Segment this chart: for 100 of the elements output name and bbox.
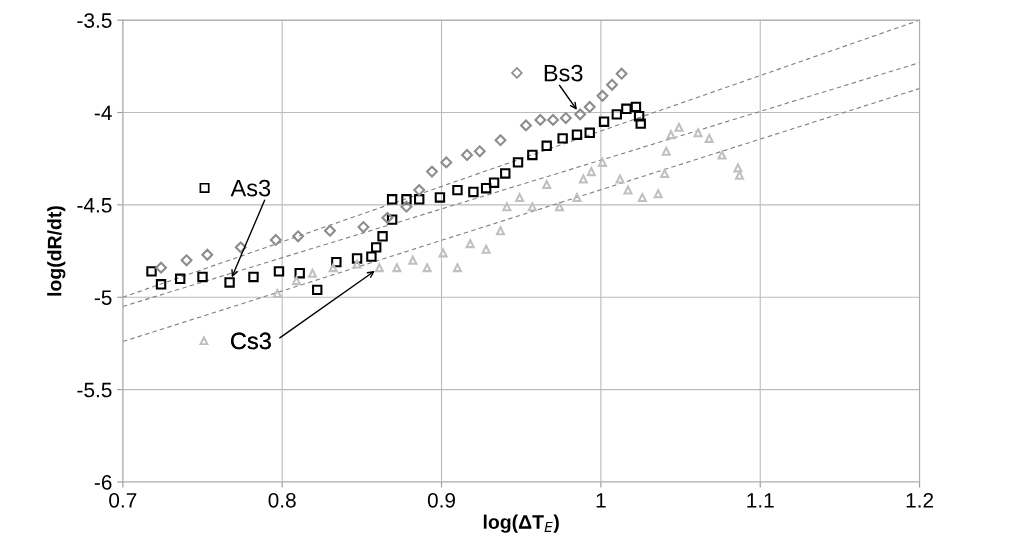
point <box>422 263 432 273</box>
point <box>559 112 572 124</box>
point <box>438 248 448 258</box>
point <box>408 255 418 265</box>
point <box>366 251 377 262</box>
point <box>386 194 398 205</box>
point <box>440 156 453 169</box>
point <box>386 214 398 225</box>
point <box>401 194 412 205</box>
point <box>434 192 446 203</box>
point <box>704 133 714 143</box>
point <box>584 127 595 139</box>
legend-label: As3 <box>230 179 271 197</box>
point <box>547 113 560 126</box>
point <box>377 231 388 242</box>
point <box>413 184 426 197</box>
point <box>606 78 618 91</box>
point <box>597 157 607 167</box>
point <box>596 89 609 102</box>
point <box>357 221 370 233</box>
point <box>621 103 632 115</box>
point <box>481 244 491 254</box>
point <box>494 134 507 147</box>
point <box>292 230 305 243</box>
legend-label: Cs3 <box>231 332 271 350</box>
point <box>197 271 208 283</box>
point <box>574 108 587 121</box>
point <box>381 211 394 224</box>
point <box>146 266 157 277</box>
point <box>735 170 745 180</box>
legend-label: Bs3 <box>544 64 583 82</box>
y-tick-label: -4.5 <box>77 198 112 213</box>
point <box>461 149 473 161</box>
point <box>693 128 703 138</box>
point <box>468 186 479 198</box>
point <box>273 266 285 277</box>
point <box>224 277 235 288</box>
point <box>351 253 363 264</box>
point <box>572 192 582 202</box>
point <box>653 189 663 199</box>
point <box>527 149 538 161</box>
x-tick-label: 0.7 <box>109 492 137 508</box>
point <box>583 101 596 113</box>
point <box>307 268 317 278</box>
point <box>660 168 670 178</box>
point <box>515 192 525 202</box>
point <box>201 248 214 261</box>
point <box>666 130 676 140</box>
x-axis-title: log(ΔT$_{E}$) <box>483 514 559 533</box>
point <box>633 110 645 122</box>
point <box>352 259 362 269</box>
point <box>554 202 564 212</box>
point <box>414 194 425 205</box>
x-tick-label: 0.9 <box>427 492 456 508</box>
point <box>174 273 186 284</box>
point <box>500 168 511 179</box>
point <box>312 284 323 296</box>
point <box>586 167 596 177</box>
point <box>452 263 462 273</box>
point <box>733 163 743 173</box>
point <box>527 202 537 212</box>
point <box>557 133 568 144</box>
point <box>674 122 684 132</box>
point <box>512 157 524 168</box>
x-tick-label: 0.8 <box>268 492 296 508</box>
point <box>331 256 342 268</box>
point <box>374 263 384 273</box>
y-tick-label: -5.5 <box>77 382 112 398</box>
point <box>630 101 642 113</box>
y-axis-title: log(dR/dt) <box>47 206 66 296</box>
point <box>392 263 402 273</box>
point <box>635 118 646 129</box>
point <box>611 109 623 120</box>
point <box>502 202 512 212</box>
y-tick-label: -6 <box>94 474 112 490</box>
point <box>370 242 382 253</box>
point <box>615 67 628 80</box>
point <box>452 184 463 196</box>
y-tick-label: -3.5 <box>77 13 112 28</box>
point <box>598 116 610 127</box>
point <box>328 263 338 273</box>
point <box>155 261 168 274</box>
point <box>717 150 727 160</box>
x-tick-label: 1 <box>596 493 606 508</box>
point <box>495 226 505 236</box>
point <box>488 177 500 188</box>
y-tick-label: -5 <box>94 290 112 305</box>
point <box>473 145 486 158</box>
point <box>234 241 247 254</box>
point <box>294 268 305 279</box>
point <box>180 254 193 267</box>
point <box>571 129 583 140</box>
point <box>541 140 552 151</box>
point <box>155 279 167 290</box>
point <box>520 119 532 132</box>
point <box>248 271 259 283</box>
y-tick-label: -4 <box>94 105 112 121</box>
point <box>426 165 438 178</box>
point <box>480 183 492 194</box>
point <box>623 185 633 195</box>
